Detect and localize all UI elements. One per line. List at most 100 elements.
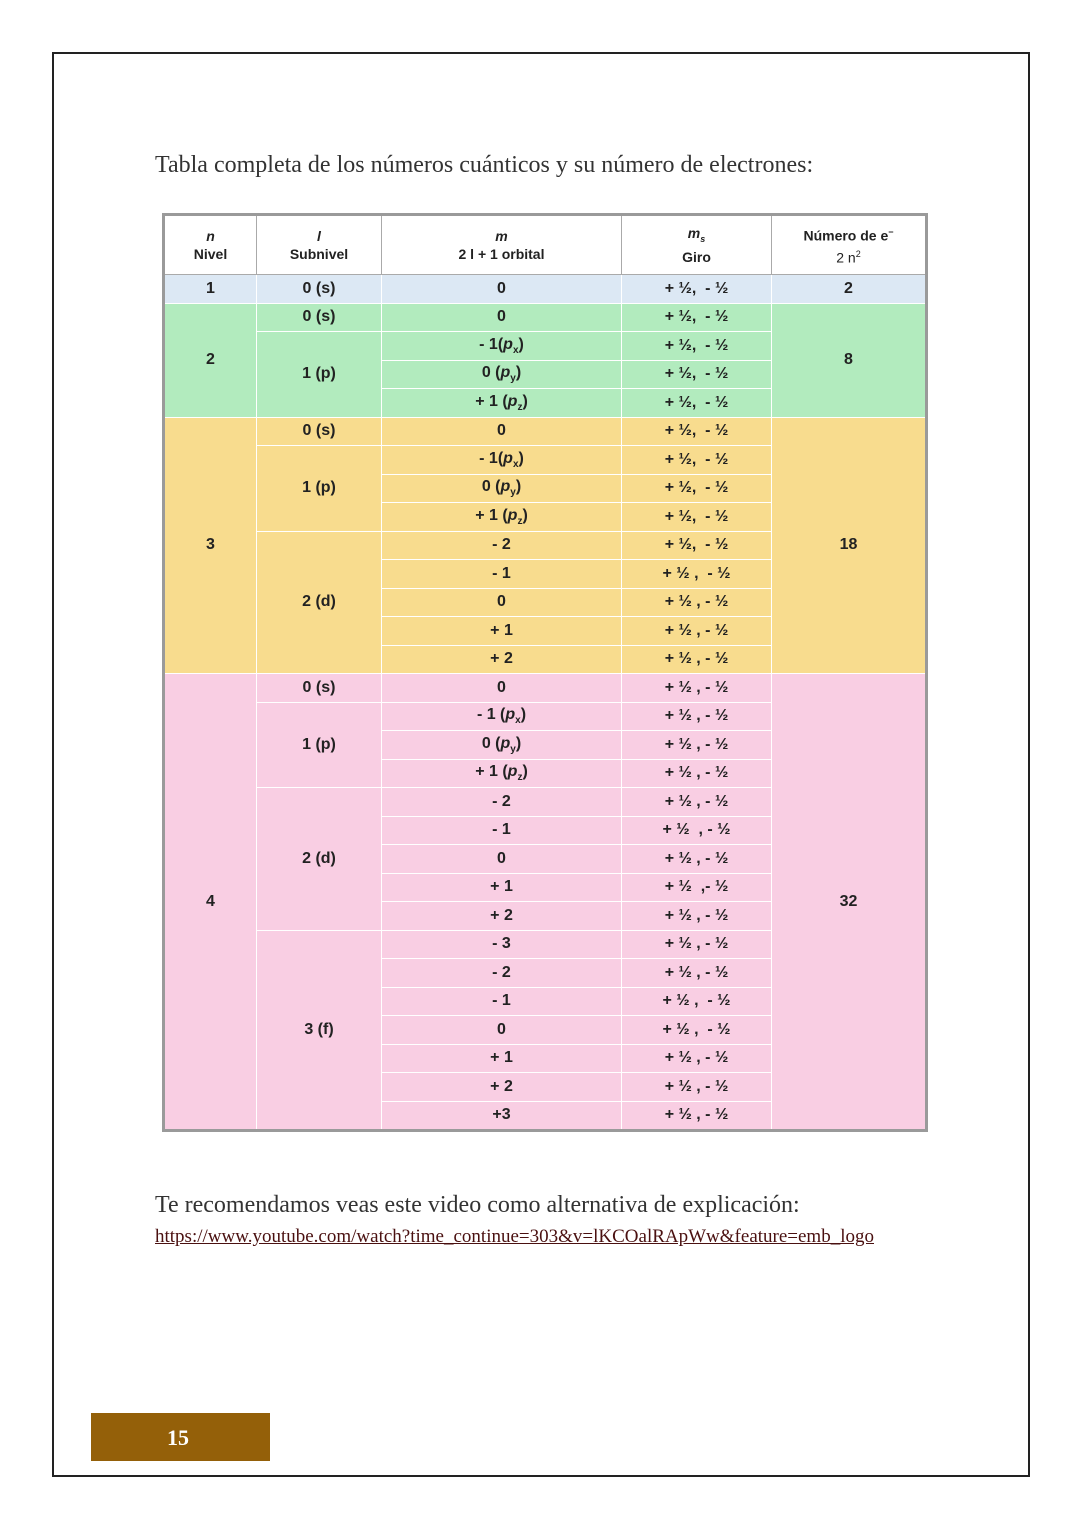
orbital-m-cell: + 2	[381, 644, 622, 674]
m-close: )	[515, 734, 522, 752]
orbital-m-cell: 0	[381, 1015, 622, 1045]
spin-cell: + ½, - ½	[621, 331, 772, 361]
orbital-m-cell: - 1	[381, 559, 622, 589]
m-subscript: y	[510, 373, 516, 385]
spin-cell: + ½ , - ½	[621, 986, 772, 1016]
orbital-m-cell: 0	[381, 587, 622, 617]
m-orbital: p	[500, 478, 511, 496]
header-label: Nivel	[193, 246, 228, 262]
spin-cell: + ½ , - ½	[621, 844, 772, 874]
level-cell: 4	[163, 673, 257, 1131]
header-cell: ms Giro	[621, 214, 772, 275]
orbital-m-cell: - 1(px)	[381, 331, 622, 361]
m-orbital: p	[500, 364, 511, 382]
spin-cell: + ½ , - ½	[621, 758, 772, 788]
orbital-m-cell: + 1 (pz)	[381, 502, 622, 532]
header-label: Giro	[682, 248, 711, 265]
m-subscript: x	[515, 715, 521, 727]
electrons-cell: 18	[771, 416, 927, 674]
electrons-cell: 2	[771, 274, 927, 304]
spin-cell: + ½, - ½	[621, 274, 772, 304]
subshell-cell: 0 (s)	[256, 673, 382, 703]
m-orbital: p	[505, 706, 516, 724]
m-orbital: p	[503, 449, 513, 467]
subshell-cell: 0 (s)	[256, 302, 382, 332]
m-close: )	[522, 763, 528, 781]
subshell-cell: 2 (d)	[256, 530, 382, 674]
subshell-cell: 3 (f)	[256, 929, 382, 1131]
spin-cell: + ½ , - ½	[621, 616, 772, 646]
m-text: - 1 (	[476, 706, 506, 724]
header-superscript: 2	[855, 249, 861, 259]
spin-cell: + ½ , - ½	[621, 701, 772, 731]
page-number-box: 15	[91, 1413, 270, 1461]
header-cell: l Subnivel	[256, 214, 382, 275]
m-subscript: x	[512, 458, 519, 470]
header-symbol-text: n	[206, 228, 215, 244]
spin-cell: + ½, - ½	[621, 473, 772, 503]
header-label: 2 l + 1 orbital	[458, 246, 545, 262]
orbital-m-cell: + 2	[381, 1072, 622, 1102]
m-close: )	[520, 706, 527, 724]
spin-cell: + ½ , - ½	[621, 787, 772, 817]
spin-cell: + ½ , - ½	[621, 559, 772, 589]
subshell-cell: 0 (s)	[256, 274, 382, 304]
orbital-m-cell: + 1	[381, 1043, 622, 1073]
m-subscript: y	[510, 487, 516, 499]
spin-cell: + ½ , - ½	[621, 815, 772, 845]
subshell-cell: 1 (p)	[256, 701, 382, 788]
orbital-m-cell: + 1 (pz)	[381, 758, 622, 788]
m-orbital: p	[507, 763, 518, 781]
orbital-m-cell: + 2	[381, 901, 622, 931]
electrons-cell: 8	[771, 302, 927, 418]
m-subscript: z	[517, 515, 523, 527]
orbital-m-cell: 0	[381, 844, 622, 874]
spin-cell: + ½, - ½	[621, 530, 772, 560]
header-label: Subnivel	[289, 246, 349, 262]
spin-cell: + ½, - ½	[621, 502, 772, 532]
spin-cell: + ½ , - ½	[621, 587, 772, 617]
orbital-m-cell: 0 (py)	[381, 730, 622, 760]
orbital-m-cell: 0 (py)	[381, 359, 622, 389]
electrons-cell: 32	[771, 673, 927, 1131]
m-close: )	[522, 392, 528, 410]
m-text: + 1 (	[475, 763, 508, 781]
m-text: + 1 (	[475, 392, 508, 410]
header-label: Número de e	[803, 228, 889, 244]
spin-cell: + ½ , - ½	[621, 673, 772, 703]
header-cell: m 2 l + 1 orbital	[381, 214, 622, 275]
m-subscript: z	[517, 401, 523, 413]
m-orbital: p	[507, 506, 518, 524]
orbital-m-cell: - 1	[381, 815, 622, 845]
video-link[interactable]: https://www.youtube.com/watch?time_conti…	[155, 1226, 874, 1247]
orbital-m-cell: + 1	[381, 616, 622, 646]
quantum-table: n Nivel l Subnivel m 2 l + 1 orbital ms Giro Núm…	[162, 213, 928, 1132]
orbital-m-cell: 0	[381, 274, 622, 304]
spin-cell: + ½ , - ½	[621, 1015, 772, 1045]
header-row: n Nivel l Subnivel m 2 l + 1 orbital ms Giro Núm…	[163, 214, 927, 275]
orbital-m-cell: - 1	[381, 986, 622, 1016]
orbital-m-cell: 0 (py)	[381, 473, 622, 503]
m-close: )	[518, 335, 524, 353]
orbital-m-cell: +3	[381, 1100, 622, 1131]
header-symbol: ms	[622, 224, 771, 248]
intro-text: Tabla completa de los números cuánticos …	[155, 152, 814, 178]
subshell-cell: 2 (d)	[256, 787, 382, 931]
m-subscript: x	[512, 344, 519, 356]
header-formula: 2 n	[836, 249, 856, 266]
m-close: )	[522, 506, 528, 524]
m-close: )	[515, 364, 522, 382]
spin-cell: + ½, - ½	[621, 359, 772, 389]
m-orbital: p	[500, 734, 511, 752]
spin-cell: + ½ , - ½	[621, 1100, 772, 1131]
header-cell: n Nivel	[163, 214, 257, 275]
header-symbol-text: m	[687, 225, 701, 242]
page-number: 15	[167, 1425, 189, 1450]
spin-cell: + ½ , - ½	[621, 1072, 772, 1102]
orbital-m-cell: - 2	[381, 958, 622, 988]
m-text: 0 (	[481, 364, 501, 382]
level-cell: 3	[163, 416, 257, 674]
